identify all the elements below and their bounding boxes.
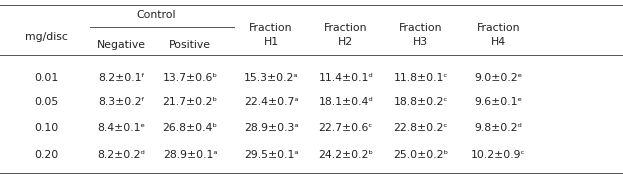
Text: 21.7±0.2ᵇ: 21.7±0.2ᵇ: [163, 97, 217, 107]
Text: 9.0±0.2ᵉ: 9.0±0.2ᵉ: [474, 73, 523, 83]
Text: 10.2±0.9ᶜ: 10.2±0.9ᶜ: [471, 150, 526, 160]
Text: 28.9±0.1ᵃ: 28.9±0.1ᵃ: [163, 150, 217, 160]
Text: 29.5±0.1ᵃ: 29.5±0.1ᵃ: [244, 150, 298, 160]
Text: Positive: Positive: [169, 40, 211, 50]
Text: 28.9±0.3ᵃ: 28.9±0.3ᵃ: [244, 123, 298, 133]
Text: 15.3±0.2ᵃ: 15.3±0.2ᵃ: [244, 73, 298, 83]
Text: Fraction
H1: Fraction H1: [249, 23, 293, 47]
Text: 11.8±0.1ᶜ: 11.8±0.1ᶜ: [393, 73, 448, 83]
Text: 13.7±0.6ᵇ: 13.7±0.6ᵇ: [163, 73, 217, 83]
Text: 22.7±0.6ᶜ: 22.7±0.6ᶜ: [318, 123, 373, 133]
Text: Fraction
H3: Fraction H3: [399, 23, 442, 47]
Text: 0.20: 0.20: [35, 150, 59, 160]
Text: 9.8±0.2ᵈ: 9.8±0.2ᵈ: [475, 123, 522, 133]
Text: 22.4±0.7ᵃ: 22.4±0.7ᵃ: [244, 97, 298, 107]
Text: Fraction
H4: Fraction H4: [477, 23, 520, 47]
Text: 9.6±0.1ᵉ: 9.6±0.1ᵉ: [474, 97, 523, 107]
Text: 25.0±0.2ᵇ: 25.0±0.2ᵇ: [393, 150, 448, 160]
Text: 0.01: 0.01: [35, 73, 59, 83]
Text: 18.8±0.2ᶜ: 18.8±0.2ᶜ: [393, 97, 448, 107]
Text: 8.3±0.2ᶠ: 8.3±0.2ᶠ: [98, 97, 145, 107]
Text: Control: Control: [136, 10, 176, 20]
Text: 22.8±0.2ᶜ: 22.8±0.2ᶜ: [393, 123, 448, 133]
Text: mg/disc: mg/disc: [26, 32, 68, 42]
Text: 8.2±0.1ᶠ: 8.2±0.1ᶠ: [98, 73, 145, 83]
Text: 18.1±0.4ᵈ: 18.1±0.4ᵈ: [318, 97, 373, 107]
Text: 0.10: 0.10: [35, 123, 59, 133]
Text: 8.2±0.2ᵈ: 8.2±0.2ᵈ: [98, 150, 145, 160]
Text: 24.2±0.2ᵇ: 24.2±0.2ᵇ: [318, 150, 373, 160]
Text: 0.05: 0.05: [35, 97, 59, 107]
Text: 26.8±0.4ᵇ: 26.8±0.4ᵇ: [163, 123, 217, 133]
Text: 11.4±0.1ᵈ: 11.4±0.1ᵈ: [318, 73, 373, 83]
Text: Fraction
H2: Fraction H2: [324, 23, 368, 47]
Text: 8.4±0.1ᵉ: 8.4±0.1ᵉ: [97, 123, 146, 133]
Text: Negative: Negative: [97, 40, 146, 50]
